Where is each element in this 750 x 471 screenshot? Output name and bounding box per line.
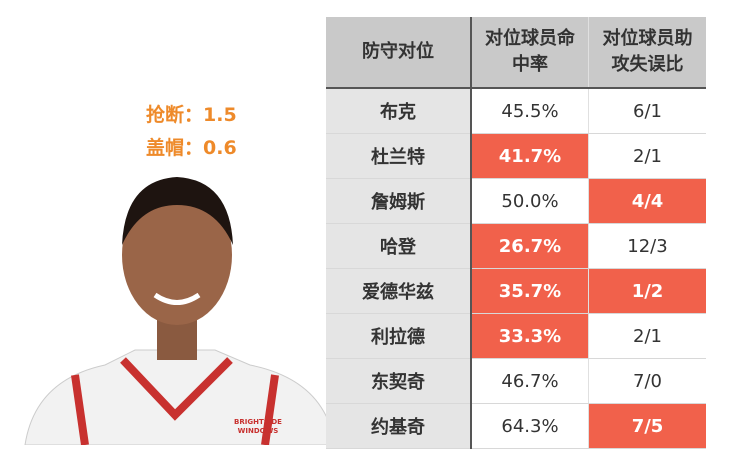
column-header: 对位球员助攻失误比 (588, 17, 706, 89)
table-row: 哈登 26.7% 12/3 (326, 223, 706, 269)
fg-pct-cell: 41.7% (470, 133, 589, 179)
table-row: 利拉德 33.3% 2/1 (326, 313, 706, 359)
player-name: 东契奇 (326, 358, 471, 404)
fg-pct-cell: 35.7% (470, 268, 589, 314)
player-name: 詹姆斯 (326, 178, 471, 224)
ast-to-cell: 7/0 (588, 358, 706, 404)
ast-to-cell: 1/2 (588, 268, 706, 314)
ast-to-cell: 6/1 (588, 88, 706, 134)
fg-pct-cell: 64.3% (470, 403, 589, 449)
ast-to-cell: 7/5 (588, 403, 706, 449)
ast-to-cell: 2/1 (588, 313, 706, 359)
fg-pct-cell: 46.7% (470, 358, 589, 404)
table-row: 詹姆斯 50.0% 4/4 (326, 178, 706, 224)
ast-to-cell: 4/4 (588, 178, 706, 224)
fg-pct-cell: 33.3% (470, 313, 589, 359)
column-header: 防守对位 (326, 17, 471, 89)
matchup-table: 防守对位 对位球员命中率 对位球员助攻失误比 布克 45.5% 6/1 杜兰特 41.7% 2… (326, 17, 706, 449)
player-photo (24, 177, 336, 445)
table-row: 布克 45.5% 6/1 (326, 88, 706, 134)
player-name: 杜兰特 (326, 133, 471, 179)
column-header: 对位球员命中率 (470, 17, 589, 89)
fg-pct-cell: 26.7% (470, 223, 589, 269)
table-row: 约基奇 64.3% 7/5 (326, 403, 706, 449)
table-row: 杜兰特 41.7% 2/1 (326, 133, 706, 179)
ast-to-cell: 2/1 (588, 133, 706, 179)
table-row: 爱德华兹 35.7% 1/2 (326, 268, 706, 314)
ast-to-cell: 12/3 (588, 223, 706, 269)
player-name: 爱德华兹 (326, 268, 471, 314)
table-row: 东契奇 46.7% 7/0 (326, 358, 706, 404)
jersey-sponsor-text: BRIGHTSIDE WINDOWS (234, 418, 282, 435)
player-name: 约基奇 (326, 403, 471, 449)
fg-pct-cell: 45.5% (470, 88, 589, 134)
player-name: 布克 (326, 88, 471, 134)
player-name: 哈登 (326, 223, 471, 269)
player-name: 利拉德 (326, 313, 471, 359)
blocks-stat: 盖帽：0.6 (146, 137, 237, 159)
steals-stat: 抢断：1.5 (146, 104, 237, 126)
fg-pct-cell: 50.0% (470, 178, 589, 224)
